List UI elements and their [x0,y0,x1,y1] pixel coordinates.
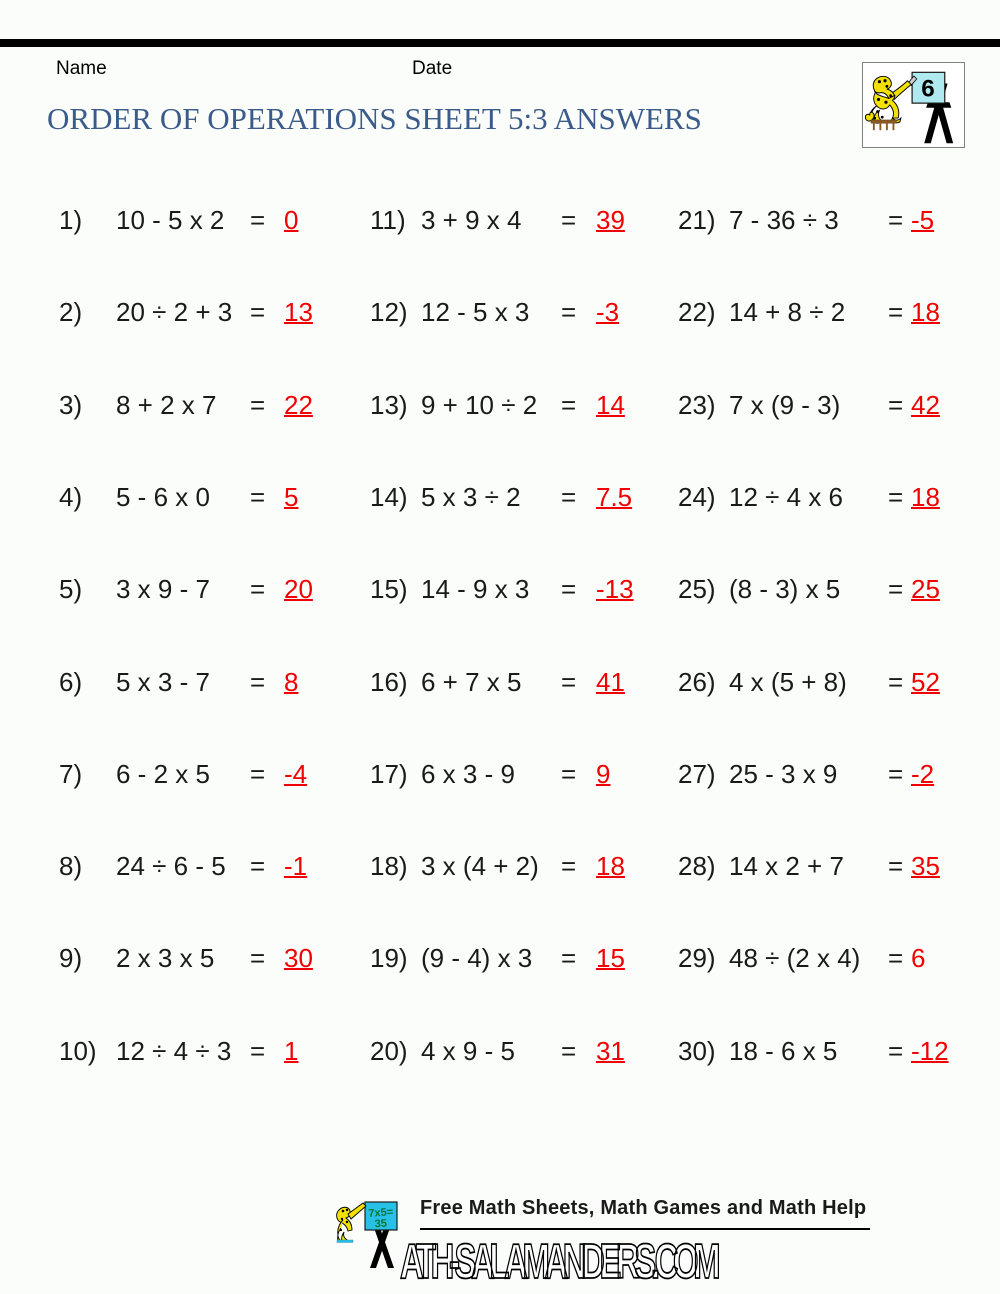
svg-text:35: 35 [374,1218,387,1231]
svg-text:6: 6 [921,76,935,103]
